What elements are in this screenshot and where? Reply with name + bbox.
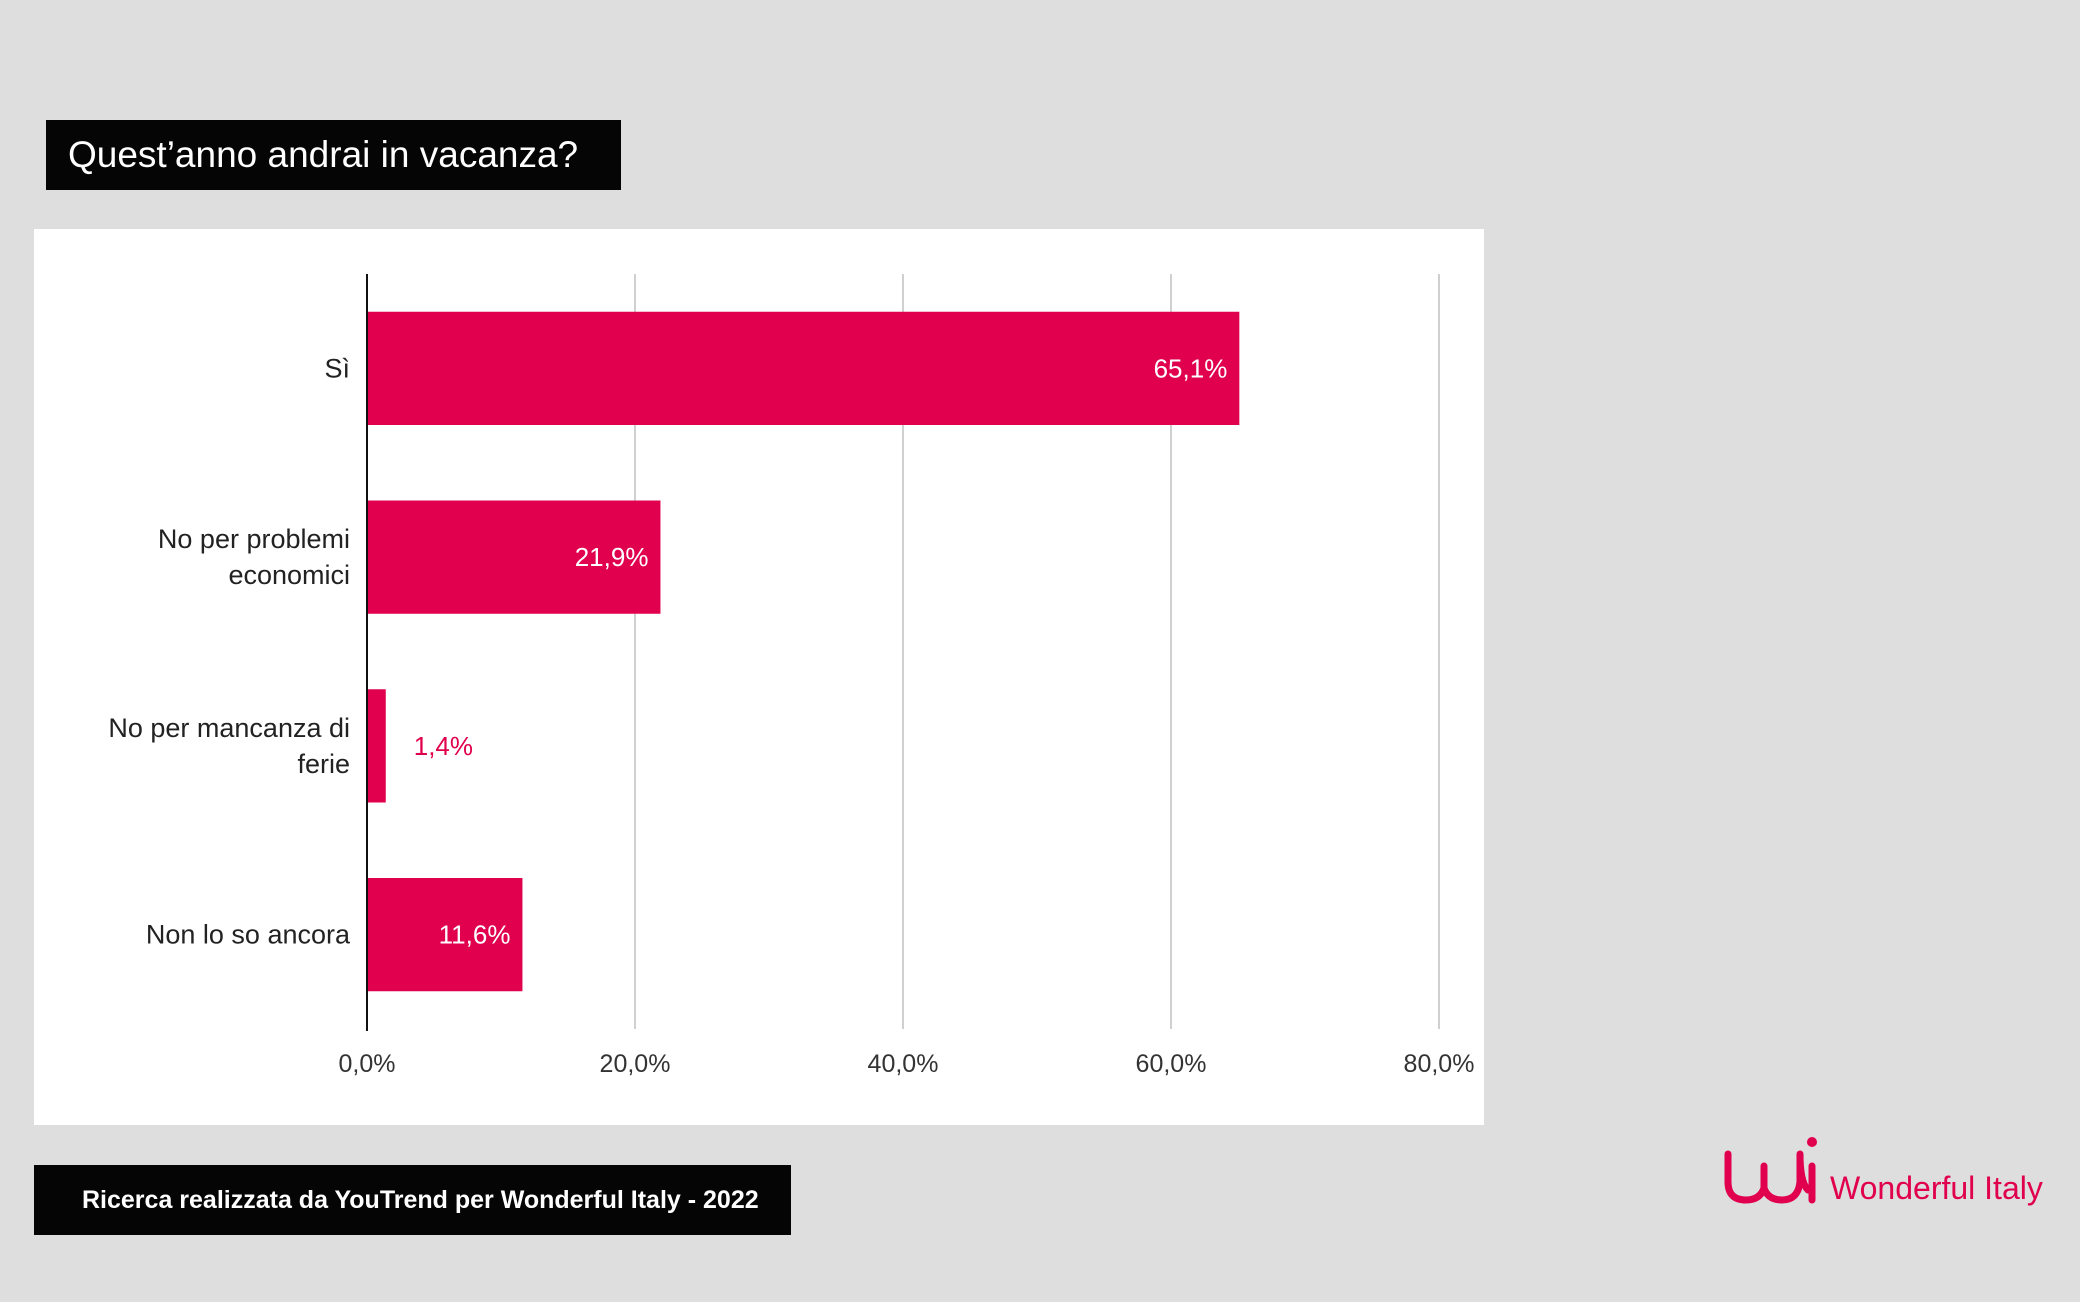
bar: [367, 689, 386, 803]
x-tick-label: 40,0%: [868, 1050, 939, 1078]
category-label: No per mancanza di: [108, 713, 350, 743]
x-tick-label: 0,0%: [339, 1050, 396, 1078]
wi-logo-icon: [1724, 1137, 1817, 1204]
logo-text: Wonderful Italy: [1830, 1170, 2043, 1206]
category-label: No per problemi: [158, 524, 350, 554]
category-label: ferie: [297, 749, 350, 779]
bar-value-label: 11,6%: [439, 920, 511, 950]
x-tick-label: 20,0%: [600, 1050, 671, 1078]
bar-chart: 0,0% 20,0% 40,0% 60,0% 80,0% 65,1% Sì 21,9% No p…: [108, 274, 1475, 1078]
bar-value-label: 21,9%: [575, 542, 649, 572]
bar: [367, 311, 1240, 425]
bar-value-label: 65,1%: [1154, 353, 1228, 383]
bar: [367, 500, 661, 614]
x-tick-label: 60,0%: [1136, 1050, 1207, 1078]
bar-value-label: 1,4%: [414, 731, 473, 761]
bar: [367, 878, 523, 992]
source-footer: Ricerca realizzata da YouTrend per Wonde…: [34, 1165, 791, 1235]
chart-title: Quest’anno andrai in vacanza?: [46, 120, 621, 190]
x-tick-label: 80,0%: [1404, 1050, 1475, 1078]
category-label: Non lo so ancora: [146, 920, 351, 950]
category-label: economici: [228, 560, 350, 590]
category-label: Sì: [324, 353, 350, 383]
chart-card: 0,0% 20,0% 40,0% 60,0% 80,0% 65,1% Sì 21,9% No p…: [34, 229, 1484, 1125]
